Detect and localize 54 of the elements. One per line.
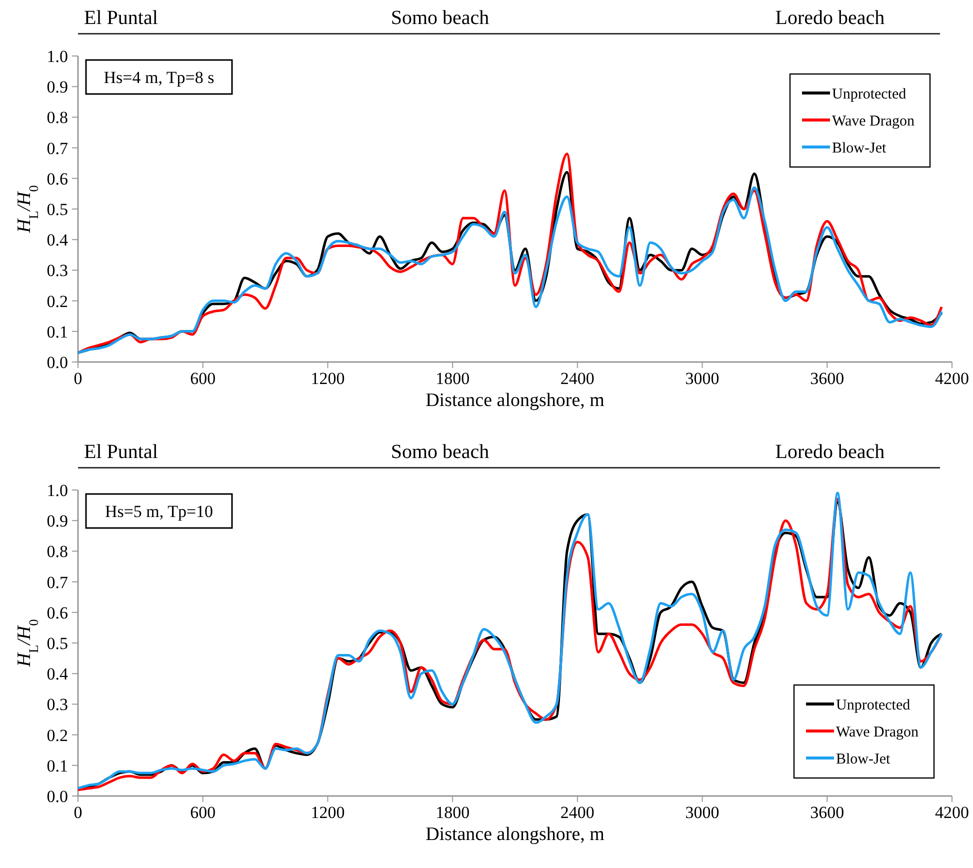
x-tick-label: 4200 — [935, 803, 969, 822]
y-tick-label: 0.9 — [46, 78, 68, 97]
y-tick-label: 0.2 — [46, 292, 68, 311]
y-tick-label: 0.1 — [46, 322, 68, 342]
annotation: Hs=5 m, Tp=10 — [104, 502, 214, 521]
y-tick-label: 0.5 — [46, 200, 68, 219]
legend-label: Wave Dragon — [832, 113, 916, 130]
x-tick-label: 3000 — [685, 369, 720, 388]
x-tick-label: 4200 — [935, 369, 969, 388]
y-tick-label: 0.7 — [46, 138, 68, 158]
y-tick-label: 0.9 — [46, 512, 68, 531]
x-tick-label: 1800 — [436, 369, 470, 388]
text: Somo beach — [390, 441, 490, 463]
x-axis-title: Distance alongshore, m — [426, 824, 605, 845]
x-tick-label: 3000 — [685, 803, 720, 822]
x-tick-label: 0 — [74, 369, 82, 388]
text: El Puntal — [84, 7, 158, 29]
x-tick-label: 2400 — [560, 803, 594, 822]
y-tick-label: 0.8 — [46, 108, 68, 128]
y-tick-label: 0.4 — [46, 230, 68, 250]
x-tick-label: 600 — [190, 803, 216, 822]
y-tick-label: 1.0 — [46, 46, 68, 66]
y-tick-label: 0.0 — [46, 352, 68, 372]
y-tick-label: 0.0 — [46, 786, 68, 806]
text: El Puntal — [84, 441, 158, 463]
x-tick-label: 2400 — [560, 369, 594, 388]
x-tick-label: 1200 — [310, 803, 345, 822]
legend-label: Blow-Jet — [836, 751, 891, 768]
legend-label: Wave Dragon — [836, 724, 920, 740]
legend-label: Blow-Jet — [832, 140, 887, 156]
y-tick-label: 0.6 — [46, 169, 68, 188]
legend-label: Unprotected — [836, 697, 911, 714]
y-tick-label: 0.5 — [46, 634, 68, 653]
x-tick-label: 3600 — [810, 803, 844, 822]
text: Loredo beach — [775, 7, 885, 29]
x-axis-title: Distance alongshore, m — [426, 390, 605, 411]
x-tick-label: 3600 — [810, 369, 844, 388]
x-tick-label: 1200 — [310, 369, 345, 388]
x-tick-label: 1800 — [436, 803, 470, 822]
x-tick-label: 600 — [190, 369, 216, 388]
x-tick-label: 0 — [74, 803, 82, 822]
text: Somo beach — [390, 7, 490, 29]
y-tick-label: 0.1 — [46, 756, 68, 776]
text: Loredo beach — [775, 441, 885, 463]
y-tick-label: 0.6 — [46, 603, 68, 622]
annotation: Hs=4 m, Tp=8 s — [104, 68, 214, 87]
y-tick-label: 0.8 — [46, 542, 68, 562]
y-tick-label: 0.3 — [46, 695, 68, 714]
y-tick-label: 0.3 — [46, 261, 68, 280]
y-tick-label: 0.4 — [46, 664, 68, 684]
y-tick-label: 1.0 — [46, 480, 68, 500]
y-tick-label: 0.7 — [46, 572, 68, 592]
legend-label: Unprotected — [832, 86, 907, 102]
y-tick-label: 0.2 — [46, 726, 68, 745]
